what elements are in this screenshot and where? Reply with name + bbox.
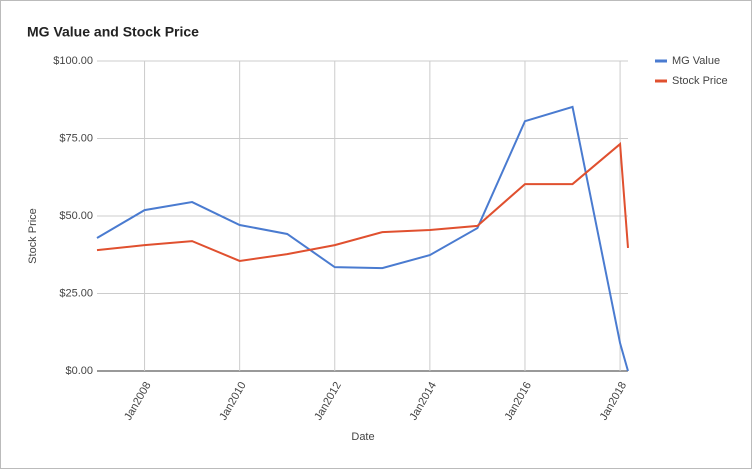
legend-label: MG Value [672, 55, 720, 67]
series-line [96, 105, 629, 372]
series-line [96, 142, 629, 262]
x-axis-title: Date [351, 431, 374, 443]
chart-title: MG Value and Stock Price [27, 24, 199, 40]
legend-label: Stock Price [672, 75, 728, 87]
y-tick-label: $25.00 [59, 287, 93, 299]
y-tick-label: $75.00 [59, 132, 93, 144]
y-tick-label: $0.00 [65, 365, 93, 377]
y-tick-label: $50.00 [59, 210, 93, 222]
y-axis-title: Stock Price [27, 208, 39, 264]
y-tick-label: $100.00 [53, 55, 93, 67]
